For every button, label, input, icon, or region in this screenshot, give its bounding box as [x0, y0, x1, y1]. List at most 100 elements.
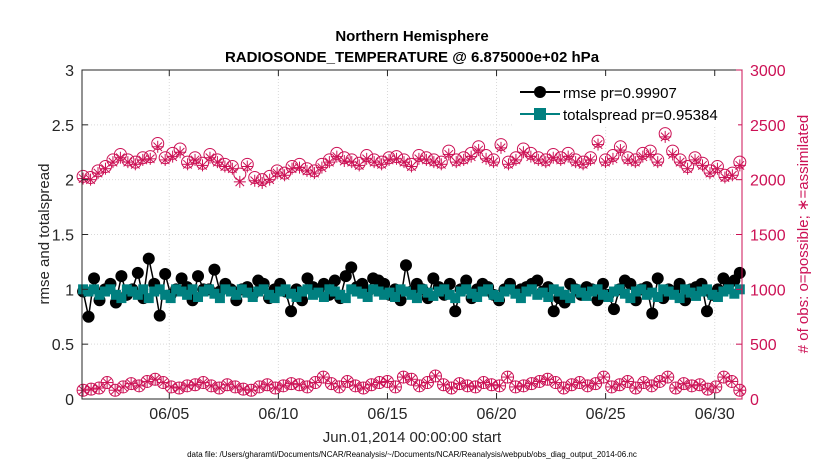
totalspread-point — [171, 284, 182, 295]
totalspread-point — [521, 286, 532, 297]
obs-assimilated-point — [509, 153, 522, 166]
totalspread-point — [554, 286, 565, 297]
obs-assimilated-point — [621, 375, 634, 388]
totalspread-point — [149, 286, 160, 297]
y-right-tick-label: 1000 — [750, 282, 786, 299]
obs-assimilated-point — [606, 152, 619, 165]
totalspread-point — [187, 284, 198, 295]
obs-assimilated-point — [621, 153, 634, 166]
rmse-point — [449, 305, 462, 318]
totalspread-point — [373, 286, 384, 297]
obs-assimilated-point — [263, 173, 276, 186]
totalspread-point — [182, 289, 193, 300]
rmse-point — [607, 303, 620, 316]
totalspread-point — [636, 284, 647, 295]
legend-totalspread-marker — [534, 108, 546, 120]
totalspread-point — [154, 284, 165, 295]
obs-assimilated-point — [157, 376, 170, 389]
totalspread-point — [368, 284, 379, 295]
chart-subtitle: RADIOSONDE_TEMPERATURE @ 6.875000e+02 hP… — [225, 49, 600, 66]
totalspread-point — [537, 287, 548, 298]
x-tick-label: 06/30 — [695, 406, 735, 423]
totalspread-point — [340, 293, 351, 304]
totalspread-point — [242, 287, 253, 298]
totalspread-point — [99, 286, 110, 297]
obs-assimilated-point — [405, 373, 418, 386]
obs-assimilated-point — [315, 161, 328, 174]
totalspread-point — [718, 286, 729, 297]
totalspread-point — [94, 289, 105, 300]
obs-assimilated-point — [373, 376, 386, 389]
y-left-tick-label: 3 — [65, 63, 74, 80]
totalspread-point — [433, 286, 444, 297]
totalspread-point — [548, 284, 559, 295]
obs-assimilated-point — [173, 382, 186, 395]
totalspread-point — [264, 289, 275, 300]
obs-assimilated-point — [689, 153, 702, 166]
legend-totalspread-label: totalspread pr=0.95384 — [563, 107, 718, 124]
obs-assimilated-point — [106, 156, 119, 169]
y-left-tick-label: 1 — [65, 282, 74, 299]
obs-assimilated-point — [269, 382, 282, 395]
totalspread-point — [280, 284, 291, 295]
totalspread-point — [532, 289, 543, 300]
totalspread-point — [313, 287, 324, 298]
obs-assimilated-point — [99, 162, 112, 175]
data-file-footer: data file: /Users/gharamti/Documents/NCA… — [187, 450, 637, 459]
obs-assimilated-point — [317, 371, 330, 384]
obs-assimilated-point — [726, 169, 739, 182]
totalspread-point — [663, 286, 674, 297]
y-right-tick-label: 2000 — [750, 173, 786, 190]
totalspread-point — [652, 292, 663, 303]
obs-assimilated-point — [711, 162, 724, 175]
totalspread-point — [160, 289, 171, 300]
totalspread-point — [570, 284, 581, 295]
obs-assimilated-point — [308, 167, 321, 180]
rmse-point — [88, 272, 101, 285]
obs-assimilated-point — [237, 383, 250, 396]
totalspread-point — [231, 289, 242, 300]
obs-assimilated-point — [353, 159, 366, 172]
totalspread-point — [198, 286, 209, 297]
obs-assimilated-point — [485, 378, 498, 391]
totalspread-point — [247, 292, 258, 303]
totalspread-point — [110, 289, 121, 300]
obs-assimilated-point — [121, 156, 134, 169]
obs-assimilated-point — [693, 378, 706, 391]
obs-assimilated-point — [285, 377, 298, 390]
totalspread-point — [576, 287, 587, 298]
obs-assimilated-point — [412, 152, 425, 165]
obs-assimilated-point — [733, 384, 746, 397]
obs-assimilated-point — [125, 377, 138, 390]
obs-assimilated-point — [532, 153, 545, 166]
obs-assimilated-point — [709, 380, 722, 393]
x-tick-label: 06/15 — [367, 406, 407, 423]
tick-marks — [82, 69, 743, 400]
obs-assimilated-point — [453, 377, 466, 390]
obs-assimilated-point — [685, 379, 698, 392]
totalspread-point — [428, 290, 439, 301]
totalspread-point — [384, 287, 395, 298]
totalspread-point — [379, 289, 390, 300]
x-tick-label: 06/10 — [258, 406, 298, 423]
obs-assimilated-point — [549, 376, 562, 389]
obs-assimilated-point — [502, 158, 515, 171]
totalspread-point — [472, 292, 483, 303]
totalspread-point — [411, 293, 422, 304]
obs-assimilated-point — [151, 140, 164, 153]
rmse-point — [115, 270, 128, 283]
y-axis-left-label: rmse and totalspread — [36, 164, 53, 305]
rmse-point — [399, 259, 412, 272]
totalspread-point — [132, 289, 143, 300]
obs-assimilated-point — [562, 150, 575, 163]
obs-assimilated-point — [93, 382, 106, 395]
obs-assimilated-point — [383, 153, 396, 166]
totalspread-point — [581, 290, 592, 301]
obs-assimilated-point — [703, 167, 716, 180]
obs-assimilated-point — [653, 375, 666, 388]
obs-assimilated-point — [381, 375, 394, 388]
totalspread-point — [291, 292, 302, 303]
totalspread-point — [362, 292, 373, 303]
obs-assimilated-point — [375, 158, 388, 171]
